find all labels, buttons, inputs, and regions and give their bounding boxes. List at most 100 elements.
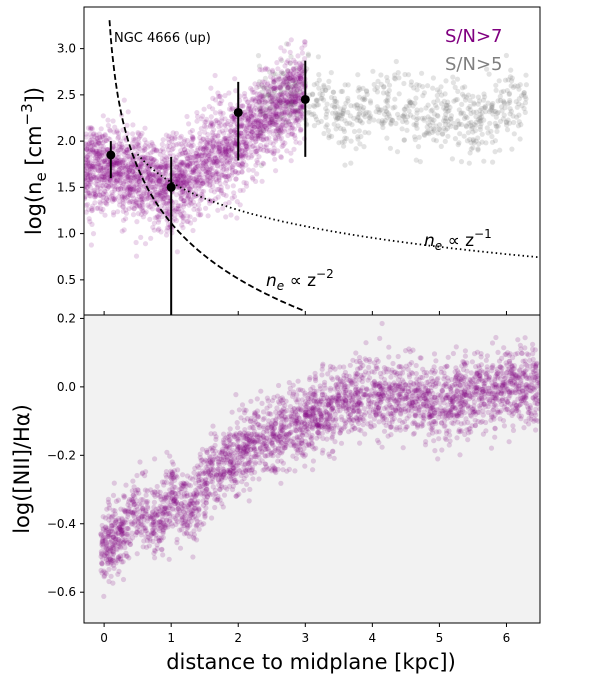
scatter-point: [196, 152, 202, 158]
scatter-point: [256, 98, 263, 104]
scatter-point: [533, 427, 539, 433]
scatter-point: [162, 165, 168, 171]
scatter-point: [210, 174, 216, 180]
scatter-point: [114, 177, 120, 183]
scatter-point: [276, 382, 282, 389]
scatter-point: [142, 137, 148, 143]
scatter-point: [262, 123, 268, 129]
scatter-point: [419, 115, 425, 121]
scatter-point: [202, 162, 209, 169]
scatter-point: [522, 94, 528, 100]
scatter-point: [205, 213, 211, 219]
scatter-point: [278, 70, 284, 76]
scatter-point: [467, 103, 473, 110]
scatter-point: [275, 126, 282, 132]
scatter-point: [241, 179, 247, 186]
scatter-point: [271, 150, 277, 156]
scatter-point: [287, 112, 293, 118]
scatter-point: [216, 148, 222, 154]
scatter-point: [163, 167, 169, 173]
scatter-point: [288, 158, 294, 164]
scatter-point: [255, 95, 261, 101]
scatter-point: [338, 440, 345, 446]
scatter-point: [357, 118, 363, 124]
scatter-point: [494, 128, 500, 134]
scatter-point: [244, 134, 250, 140]
scatter-point: [193, 150, 199, 156]
scatter-point: [511, 119, 517, 126]
scatter-point: [255, 53, 262, 59]
scatter-point: [386, 82, 393, 88]
scatter-point: [205, 169, 211, 175]
scatter-point: [361, 144, 367, 150]
scatter-point: [361, 97, 367, 103]
scatter-point: [248, 110, 254, 116]
scatter-point: [340, 110, 346, 117]
scatter-point: [292, 59, 298, 65]
scatter-point: [454, 76, 461, 82]
scatter-point: [158, 229, 164, 235]
scatter-point: [501, 112, 507, 118]
scatter-point: [227, 101, 233, 107]
scatter-point: [405, 72, 412, 78]
scatter-point: [381, 428, 388, 434]
scatter-point: [458, 121, 464, 128]
scatter-point: [288, 150, 294, 156]
scatter-point: [433, 138, 439, 144]
scatter-point: [423, 130, 429, 136]
scatter-point: [182, 162, 188, 168]
scatter-point: [245, 117, 251, 123]
scatter-point: [118, 138, 124, 144]
scatter-point: [278, 89, 284, 95]
scatter-point: [521, 90, 527, 96]
scatter-point: [277, 136, 283, 142]
scatter-point: [421, 131, 427, 138]
scatter-point: [259, 126, 265, 132]
scatter-point: [88, 148, 94, 154]
scatter-point: [456, 121, 462, 127]
scatter-point: [260, 137, 266, 143]
scatter-point: [209, 144, 216, 150]
scatter-point: [201, 106, 207, 112]
scatter-point: [225, 142, 231, 148]
scatter-point: [238, 117, 244, 123]
scatter-point: [142, 241, 149, 247]
scatter-point: [295, 53, 301, 59]
scatter-point: [98, 205, 104, 212]
scatter-point: [234, 420, 240, 426]
scatter-point: [459, 85, 466, 91]
scatter-point: [461, 133, 467, 139]
scatter-point: [219, 173, 225, 179]
scatter-point: [209, 130, 216, 136]
scatter-point: [214, 141, 220, 148]
scatter-point: [254, 107, 260, 113]
scatter-point: [125, 109, 131, 115]
scatter-point: [122, 178, 128, 184]
scatter-point: [431, 117, 437, 123]
scatter-point: [262, 99, 268, 105]
scatter-point: [341, 364, 347, 370]
scatter-point: [483, 140, 489, 146]
scatter-point: [250, 103, 256, 109]
scatter-point: [358, 103, 364, 109]
scatter-point: [232, 168, 238, 175]
scatter-point: [230, 137, 237, 144]
scatter-point: [268, 99, 275, 105]
scatter-point: [439, 92, 445, 98]
scatter-point: [138, 234, 144, 240]
scatter-point: [111, 160, 117, 166]
scatter-point: [197, 197, 203, 203]
scatter-point: [225, 184, 231, 190]
scatter-point: [501, 423, 507, 429]
scatter-point: [91, 188, 97, 194]
scatter-point: [128, 189, 134, 195]
scatter-point: [165, 210, 171, 216]
scatter-point: [499, 108, 505, 114]
scatter-point: [332, 110, 339, 116]
scatter-point: [245, 130, 251, 136]
scatter-point: [271, 89, 277, 95]
scatter-point: [482, 94, 488, 100]
scatter-point: [468, 119, 474, 125]
scatter-point: [454, 96, 460, 103]
scatter-point: [429, 107, 435, 113]
